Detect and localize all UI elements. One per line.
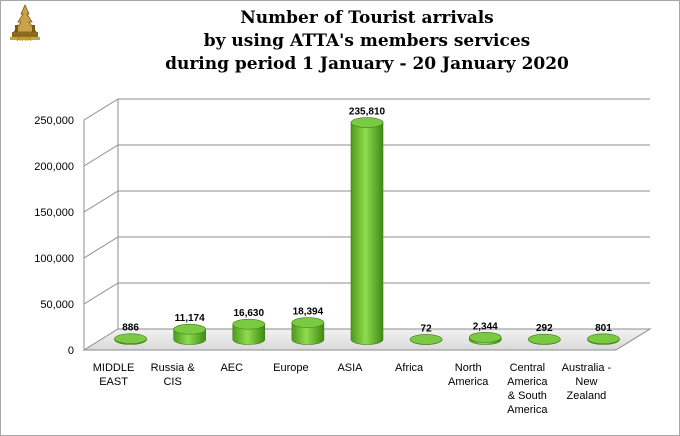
y-axis: 0 50,000 100,000 150,000 200,000 250,000 [34, 115, 74, 357]
bar [587, 333, 620, 345]
y-tick-label: 0 [68, 345, 74, 357]
category-label-line: MIDDLE [93, 362, 135, 374]
category-label: Africa [395, 362, 424, 374]
bar-body [350, 122, 384, 345]
data-labels: 886 11,174 16,630 18,394 235,810 72 2,344 292 80… [122, 107, 612, 335]
bar-top [232, 318, 266, 330]
data-label: 801 [595, 323, 612, 334]
category-label: Russia & CIS [151, 362, 196, 388]
bar-top [409, 334, 443, 345]
category-label-line: CIS [163, 376, 181, 388]
category-label-line: ASIA [337, 362, 363, 374]
category-label: ASIA [337, 362, 363, 374]
category-label-line: AEC [220, 362, 243, 374]
data-label: 235,810 [349, 107, 386, 118]
category-label-line: Russia & [151, 362, 196, 374]
chart-title-line-2: by using ATTA's members services [203, 31, 531, 51]
category-label-line: EAST [99, 376, 128, 388]
atta-logo [6, 4, 44, 55]
category-label-line: New [575, 376, 597, 388]
category-label-line: Africa [395, 362, 424, 374]
bar [409, 334, 443, 345]
category-label-line: Zealand [567, 390, 607, 402]
bar-top [468, 332, 502, 343]
bar [173, 323, 206, 345]
data-label: 11,174 [175, 313, 205, 324]
bar-top [114, 333, 147, 344]
bar-body [232, 323, 266, 345]
category-label: Europe [273, 362, 308, 374]
data-label: 292 [536, 323, 553, 334]
category-label-line: Australia - [562, 362, 612, 374]
y-tick-label: 100,000 [34, 253, 74, 265]
data-label: 72 [421, 323, 433, 334]
bar [114, 333, 147, 345]
chart-title-line-3: during period 1 January - 20 January 202… [165, 54, 569, 74]
category-label-line: Central [510, 362, 545, 374]
bar [528, 333, 561, 345]
data-label: 18,394 [293, 307, 324, 318]
bar-top [528, 333, 561, 345]
category-label: Australia - New Zealand [562, 362, 612, 402]
y-tick-label: 150,000 [34, 207, 74, 219]
y-tick-label: 50,000 [40, 299, 74, 311]
bar-top [291, 317, 325, 328]
category-label: AEC [220, 362, 243, 374]
bar-top [587, 333, 620, 345]
category-label: MIDDLE EAST [93, 362, 135, 388]
bar-top [350, 117, 384, 128]
data-label: 16,630 [233, 308, 264, 319]
data-label: 2,344 [473, 321, 498, 332]
category-label-line: America [507, 376, 548, 388]
data-label: 886 [122, 323, 139, 334]
category-label-line: Europe [273, 362, 308, 374]
chart-title-line-1: Number of Tourist arrivals [240, 8, 494, 28]
category-label: Central America & South America [507, 362, 548, 416]
bar [468, 332, 502, 345]
bar-top [173, 323, 206, 335]
category-label-line: America [507, 404, 548, 416]
bar [350, 117, 384, 345]
category-label-line: North [455, 362, 482, 374]
x-axis-categories: MIDDLE EAST Russia & CIS AEC Europe ASIA Africa… [93, 362, 612, 416]
y-tick-label: 250,000 [34, 115, 74, 127]
y-tick-label: 200,000 [34, 161, 74, 173]
bar [232, 318, 266, 345]
bar [291, 317, 325, 345]
atta-logo-icon [10, 4, 40, 40]
logo-text: ATTA [16, 37, 32, 43]
category-label-line: & South [508, 390, 547, 402]
bars [114, 117, 620, 345]
category-label: North America [448, 362, 489, 388]
category-label-line: America [448, 376, 489, 388]
bar-body [291, 322, 325, 345]
